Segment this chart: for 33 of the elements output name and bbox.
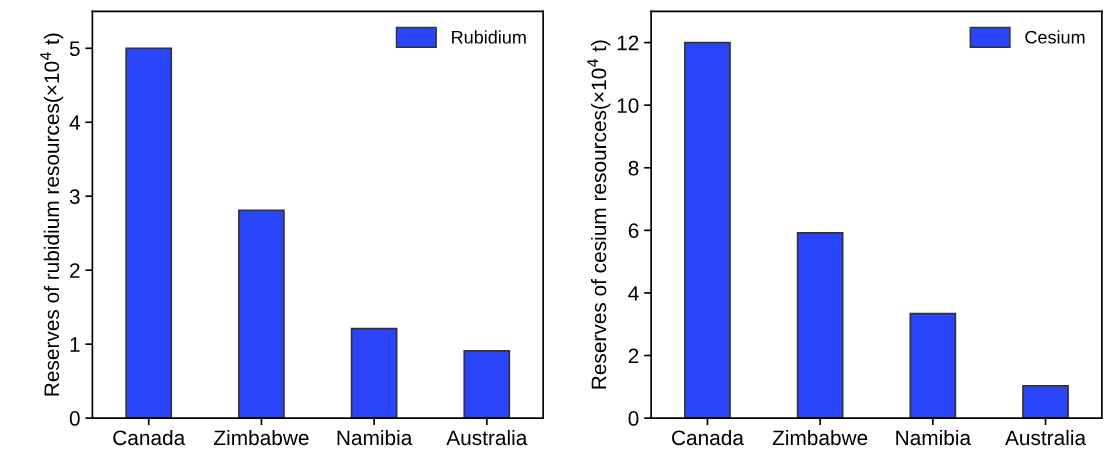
x-tick-label: Australia xyxy=(446,429,528,446)
x-tick-label: Australia xyxy=(1005,429,1087,446)
bar xyxy=(350,327,398,419)
y-tick-label: 12 xyxy=(617,35,639,51)
x-tick-label: Zimbabwe xyxy=(772,429,868,446)
y-tick-label: 3 xyxy=(69,189,80,204)
bar xyxy=(909,312,957,419)
bar xyxy=(684,41,731,419)
bar xyxy=(1022,385,1069,419)
bar xyxy=(796,232,844,419)
bar xyxy=(125,47,173,419)
y-tick-label: 4 xyxy=(628,286,639,301)
x-tick-label: Canada xyxy=(113,429,186,446)
x-tick-label: Canada xyxy=(672,429,744,446)
bar xyxy=(238,209,285,419)
bar xyxy=(463,349,511,419)
legend-label: Cesium xyxy=(1025,30,1085,44)
y-tick-label: 0 xyxy=(69,411,80,426)
y-tick-label: 8 xyxy=(628,160,639,176)
x-tick-label: Namibia xyxy=(337,429,413,446)
y-axis-title: Reserves of cesium resources(×10$^{4}$ t) xyxy=(587,40,611,389)
x-tick-label: Zimbabwe xyxy=(214,429,309,446)
y-tick-label: 6 xyxy=(628,223,639,239)
y-tick-label: 2 xyxy=(70,263,80,278)
x-tick-label: Namibia xyxy=(896,429,972,446)
y-tick-label: 4 xyxy=(69,115,80,130)
y-tick-label: 2 xyxy=(628,348,639,364)
legend-label: Rubidium xyxy=(452,30,526,44)
y-axis-title: Reserves of rubidium resources(×10$^{4}$ t) xyxy=(40,33,64,396)
y-tick-label: 5 xyxy=(69,41,80,57)
y-tick-label: 1 xyxy=(70,337,80,352)
y-tick-label: 10 xyxy=(617,98,639,113)
y-tick-label: 0 xyxy=(628,411,639,426)
